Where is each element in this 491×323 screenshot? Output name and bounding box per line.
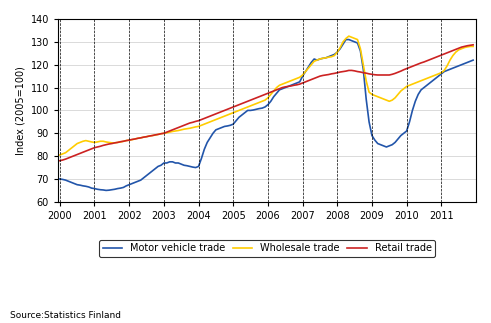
Wholesale trade (86, 139, 92, 143)
Line: Motor vehicle trade: Motor vehicle trade (60, 40, 473, 190)
Motor vehicle trade (57, 177, 63, 181)
Wholesale trade (346, 34, 352, 38)
Motor vehicle trade (357, 49, 363, 53)
Wholesale trade (470, 45, 476, 48)
Wholesale trade (57, 153, 63, 157)
Retail trade (470, 43, 476, 47)
Y-axis label: Index (2005=100): Index (2005=100) (15, 66, 25, 155)
Legend: Motor vehicle trade, Wholesale trade, Retail trade: Motor vehicle trade, Wholesale trade, Re… (99, 240, 436, 257)
Wholesale trade (184, 127, 190, 130)
Retail trade (57, 159, 63, 163)
Motor vehicle trade (343, 38, 349, 42)
Retail trade (395, 70, 401, 74)
Retail trade (86, 148, 92, 152)
Motor vehicle trade (103, 188, 109, 192)
Retail trade (184, 122, 190, 126)
Wholesale trade (398, 89, 404, 93)
Retail trade (117, 140, 123, 144)
Wholesale trade (392, 96, 398, 100)
Retail trade (389, 72, 395, 76)
Motor vehicle trade (470, 58, 476, 62)
Retail trade (352, 69, 357, 73)
Wholesale trade (355, 38, 360, 42)
Wholesale trade (117, 140, 123, 144)
Line: Retail trade: Retail trade (60, 45, 473, 161)
Motor vehicle trade (187, 164, 193, 168)
Motor vehicle trade (120, 185, 126, 189)
Motor vehicle trade (395, 137, 401, 141)
Motor vehicle trade (86, 185, 92, 189)
Line: Wholesale trade: Wholesale trade (60, 36, 473, 155)
Text: Source:Statistics Finland: Source:Statistics Finland (10, 311, 121, 320)
Motor vehicle trade (401, 131, 407, 135)
